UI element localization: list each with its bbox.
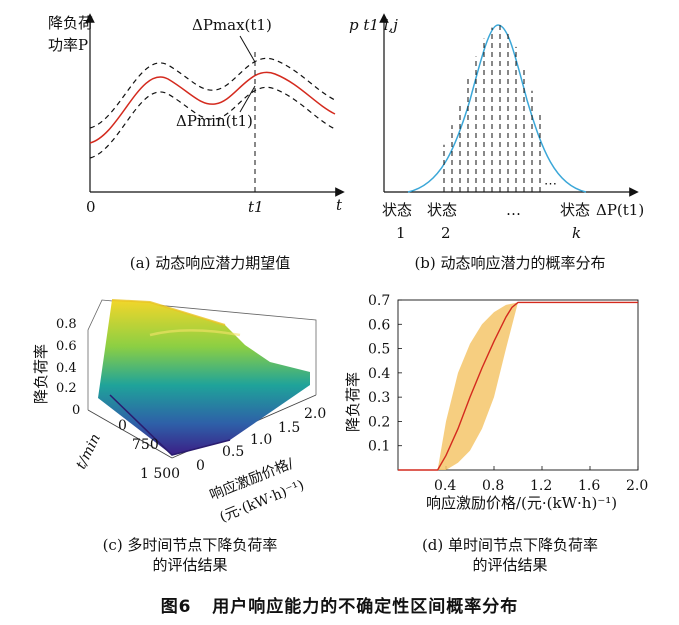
panel-c-ztick-08: 0.8 (56, 317, 77, 332)
panel-b-more-dots: ⋯ (544, 177, 557, 192)
panel-c-ptick-05: 0.5 (222, 444, 244, 460)
panel-b-state1-bottom: 1 (396, 224, 406, 242)
panel-a-ylabel-line2: 功率P (48, 36, 88, 54)
panel-b-probability-curve (407, 24, 587, 193)
panel-b-statek-top: 状态 (560, 201, 590, 219)
panel-c-ttick-1500: 1 500 (140, 466, 180, 482)
panel-d-xtick-label: 0.4 (434, 478, 456, 494)
panel-d: 0.1 0.2 0.3 0.4 0.5 0.6 0.7 0.4 0.8 1.2 1.6 2.0 降负荷… (344, 293, 648, 512)
panel-d-ytick-label: 0.4 (368, 366, 390, 382)
panel-d-axis-ticks: 0.1 0.2 0.3 0.4 0.5 0.6 0.7 0.4 0.8 1.2 1.6 2.0 (368, 293, 648, 494)
panel-c-zlabel: 降负荷率 (32, 344, 50, 404)
panel-c-tlabel: t/min (73, 431, 104, 471)
panel-c-ztick-0: 0 (72, 403, 80, 418)
panel-c-ttick-0: 0 (118, 418, 127, 434)
panel-c-surface-base (109, 394, 231, 456)
panel-d-ytick-label: 0.3 (368, 390, 390, 406)
panel-c-surface-highlight (149, 329, 241, 337)
panel-c-box-back (87, 299, 317, 410)
panel-b-state2-bottom: 2 (441, 224, 451, 242)
panel-d-uncertainty-band (437, 302, 518, 470)
panel-d-xtick-label: 0.8 (482, 478, 504, 494)
panel-c-ptick-20: 2.0 (304, 406, 326, 422)
figure-caption-text: 用户响应能力的不确定性区间概率分布 (212, 597, 519, 617)
panel-b-xlabel: ΔP(t1) (596, 201, 644, 219)
panel-d-xtick-label: 1.6 (578, 478, 600, 494)
panel-a-upper-bound-curve (89, 57, 336, 129)
panel-c-ttick-750: 750 (132, 437, 159, 453)
panel-a-max-leader (239, 35, 256, 63)
panel-d-ytick-label: 0.7 (368, 293, 390, 309)
panel-c-ztick-02: 0.2 (56, 381, 77, 396)
panel-d-caption-line2: 的评估结果 (472, 556, 548, 574)
panel-a-xlabel: t (336, 196, 343, 214)
panel-b-statek-bottom: k (572, 224, 581, 242)
figure-caption: 图6 用户响应能力的不确定性区间概率分布 (0, 592, 679, 617)
panel-c-surface-ridge (111, 299, 226, 326)
panel-c-caption-line1: (c) 多时间节点下降负荷率 (102, 536, 278, 554)
panel-d-caption-line1: (d) 单时间节点下降负荷率 (421, 536, 599, 554)
panel-c-caption-line2: 的评估结果 (152, 556, 228, 574)
figure-caption-label: 图6 (160, 597, 192, 617)
panel-a-min-label: ΔPmin(t1) (176, 112, 253, 130)
panel-c-ptick-15: 1.5 (278, 420, 300, 436)
panel-d-ytick-label: 0.1 (368, 439, 390, 455)
panel-a-min-leader (239, 85, 256, 113)
panel-d-ytick-label: 0.6 (368, 317, 390, 333)
panel-c-ztick-06: 0.6 (56, 339, 77, 354)
panel-c-surface (98, 300, 310, 455)
panel-d-ytick-label: 0.5 (368, 342, 390, 358)
panel-d-ytick-label: 0.2 (368, 414, 390, 430)
panel-d-ylabel: 降负荷率 (344, 372, 362, 432)
panel-a-expected-curve (89, 71, 336, 144)
panel-c-ptick-0: 0 (196, 458, 205, 474)
panel-a-tick-zero: 0 (86, 198, 96, 216)
panel-c-ztick-04: 0.4 (56, 361, 77, 376)
panel-c-ptick-10: 1.0 (250, 432, 272, 448)
panel-c: 0.8 0.6 0.4 0.2 0 降负荷率 0 750 1 500 t/min… (32, 299, 326, 526)
panel-a-max-label: ΔPmax(t1) (192, 16, 272, 34)
panel-a-lower-bound-curve (89, 86, 336, 159)
panel-d-plot-frame (397, 299, 639, 471)
panel-d-mean-curve (398, 301, 638, 471)
panel-c-time-axis (87, 409, 173, 459)
panel-b-caption: (b) 动态响应潜力的概率分布 (414, 254, 606, 272)
panel-d-xlabel: 响应激励价格/(元·(kW·h)⁻¹) (426, 494, 617, 512)
panel-d-xtick-label: 2.0 (626, 478, 648, 494)
panel-a-ylabel-line1: 降负荷 (48, 14, 93, 32)
panel-b-state1-top: 状态 (382, 201, 412, 219)
panel-a-tick-t1: t1 (248, 198, 264, 216)
panel-a-caption: (a) 动态响应潜力期望值 (129, 254, 291, 272)
panel-a: 降负荷 功率P ΔPmax(t1) ΔPmin(t1) 0 t1 t (48, 13, 345, 216)
panel-b-ylabel: p t1 i,j (349, 16, 398, 34)
panel-b-state2-top: 状态 (427, 201, 457, 219)
panel-d-xtick-label: 1.2 (530, 478, 552, 494)
panel-b-state-dividers: ⋯ (443, 25, 557, 192)
panel-b: ⋯ p t1 i,j ΔP(t1) 状态 1 状态 2 … 状态 k (349, 13, 644, 242)
panel-b-ellipsis: … (506, 201, 521, 219)
